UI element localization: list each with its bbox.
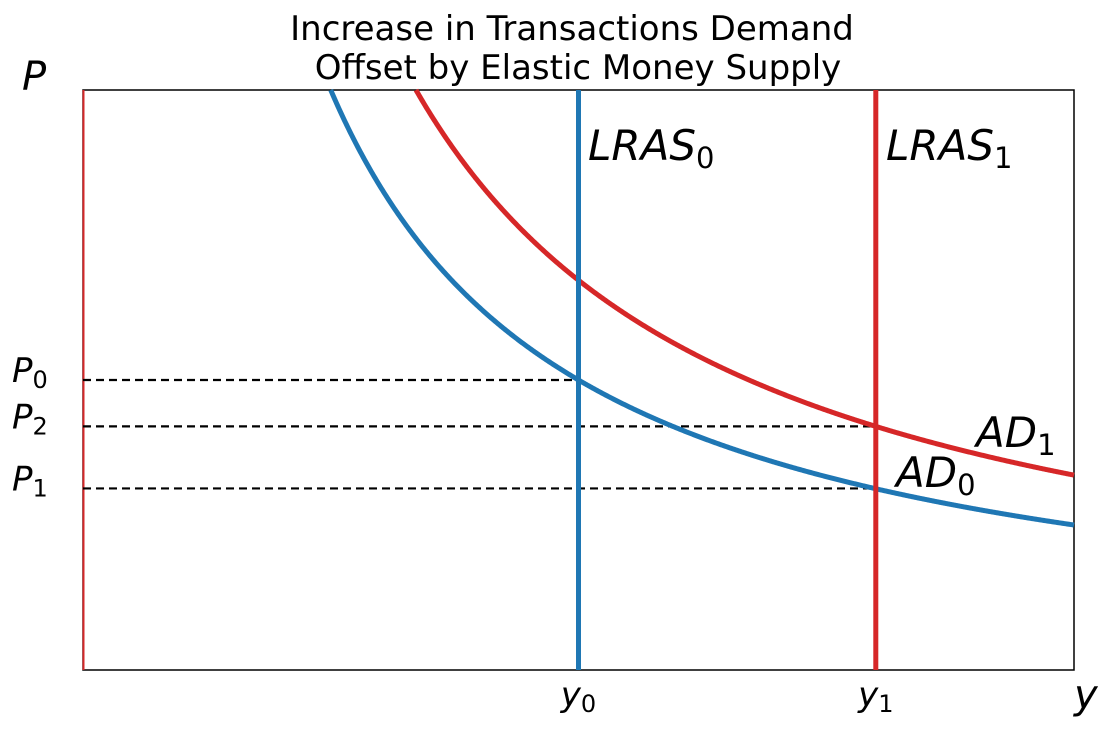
series-ad1-curve [413,88,1075,478]
series-label-lras0: LRAS0 [588,121,714,175]
guide-lines [83,378,876,490]
series-label-ad1: AD1 [973,408,1056,462]
series-ad0-curve [328,89,1075,528]
y-tick-label-p1: P1 [12,459,48,502]
curves [328,88,1075,670]
x-axis-label: y [1073,672,1099,718]
x-tick-label-y0: y0 [560,675,596,718]
series-label-lras1: LRAS1 [886,121,1012,175]
chart-title-line-2: Offset by Elastic Money Supply [315,48,842,88]
chart-title-line-1: Increase in Transactions Demand [290,9,854,49]
y-tick-label-p2: P2 [12,397,48,440]
series-label-ad0: AD0 [893,448,976,502]
y-axis-label: P [22,54,47,100]
y-tick-label-p0: P0 [12,351,48,394]
x-tick-label-y1: y1 [857,675,893,718]
